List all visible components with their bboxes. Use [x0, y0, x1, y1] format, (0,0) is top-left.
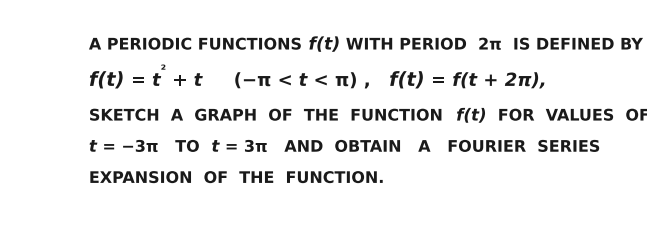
Text: t: t [212, 138, 219, 156]
Text: t: t [89, 138, 97, 156]
Text: = 3π   AND  OBTAIN   A   FOURIER  SERIES: = 3π AND OBTAIN A FOURIER SERIES [219, 140, 602, 155]
Text: f(t): f(t) [89, 71, 124, 90]
Text: SKETCH  A  GRAPH  OF  THE  FUNCTION: SKETCH A GRAPH OF THE FUNCTION [89, 108, 456, 124]
Text: f(t + 2π),: f(t + 2π), [452, 72, 547, 90]
Text: =: = [124, 72, 152, 90]
Text: = −3π   TO: = −3π TO [97, 140, 212, 155]
Text: f(t): f(t) [309, 36, 340, 54]
Text: f(t): f(t) [456, 107, 487, 125]
Text: f(t): f(t) [389, 71, 425, 90]
Text: t: t [193, 72, 203, 90]
Text: ²: ² [160, 64, 166, 77]
Text: (−π <: (−π < [203, 72, 299, 90]
Text: =: = [425, 72, 452, 90]
Text: A PERIODIC FUNCTIONS: A PERIODIC FUNCTIONS [89, 38, 309, 52]
Text: < π) ,: < π) , [307, 72, 389, 90]
Text: t: t [152, 72, 160, 90]
Text: EXPANSION  OF  THE  FUNCTION.: EXPANSION OF THE FUNCTION. [89, 171, 386, 186]
Text: WITH PERIOD  2π  IS DEFINED BY: WITH PERIOD 2π IS DEFINED BY [340, 38, 644, 52]
Text: t: t [299, 72, 307, 90]
Text: +: + [166, 72, 193, 90]
Text: FOR  VALUES  OF: FOR VALUES OF [487, 108, 647, 124]
